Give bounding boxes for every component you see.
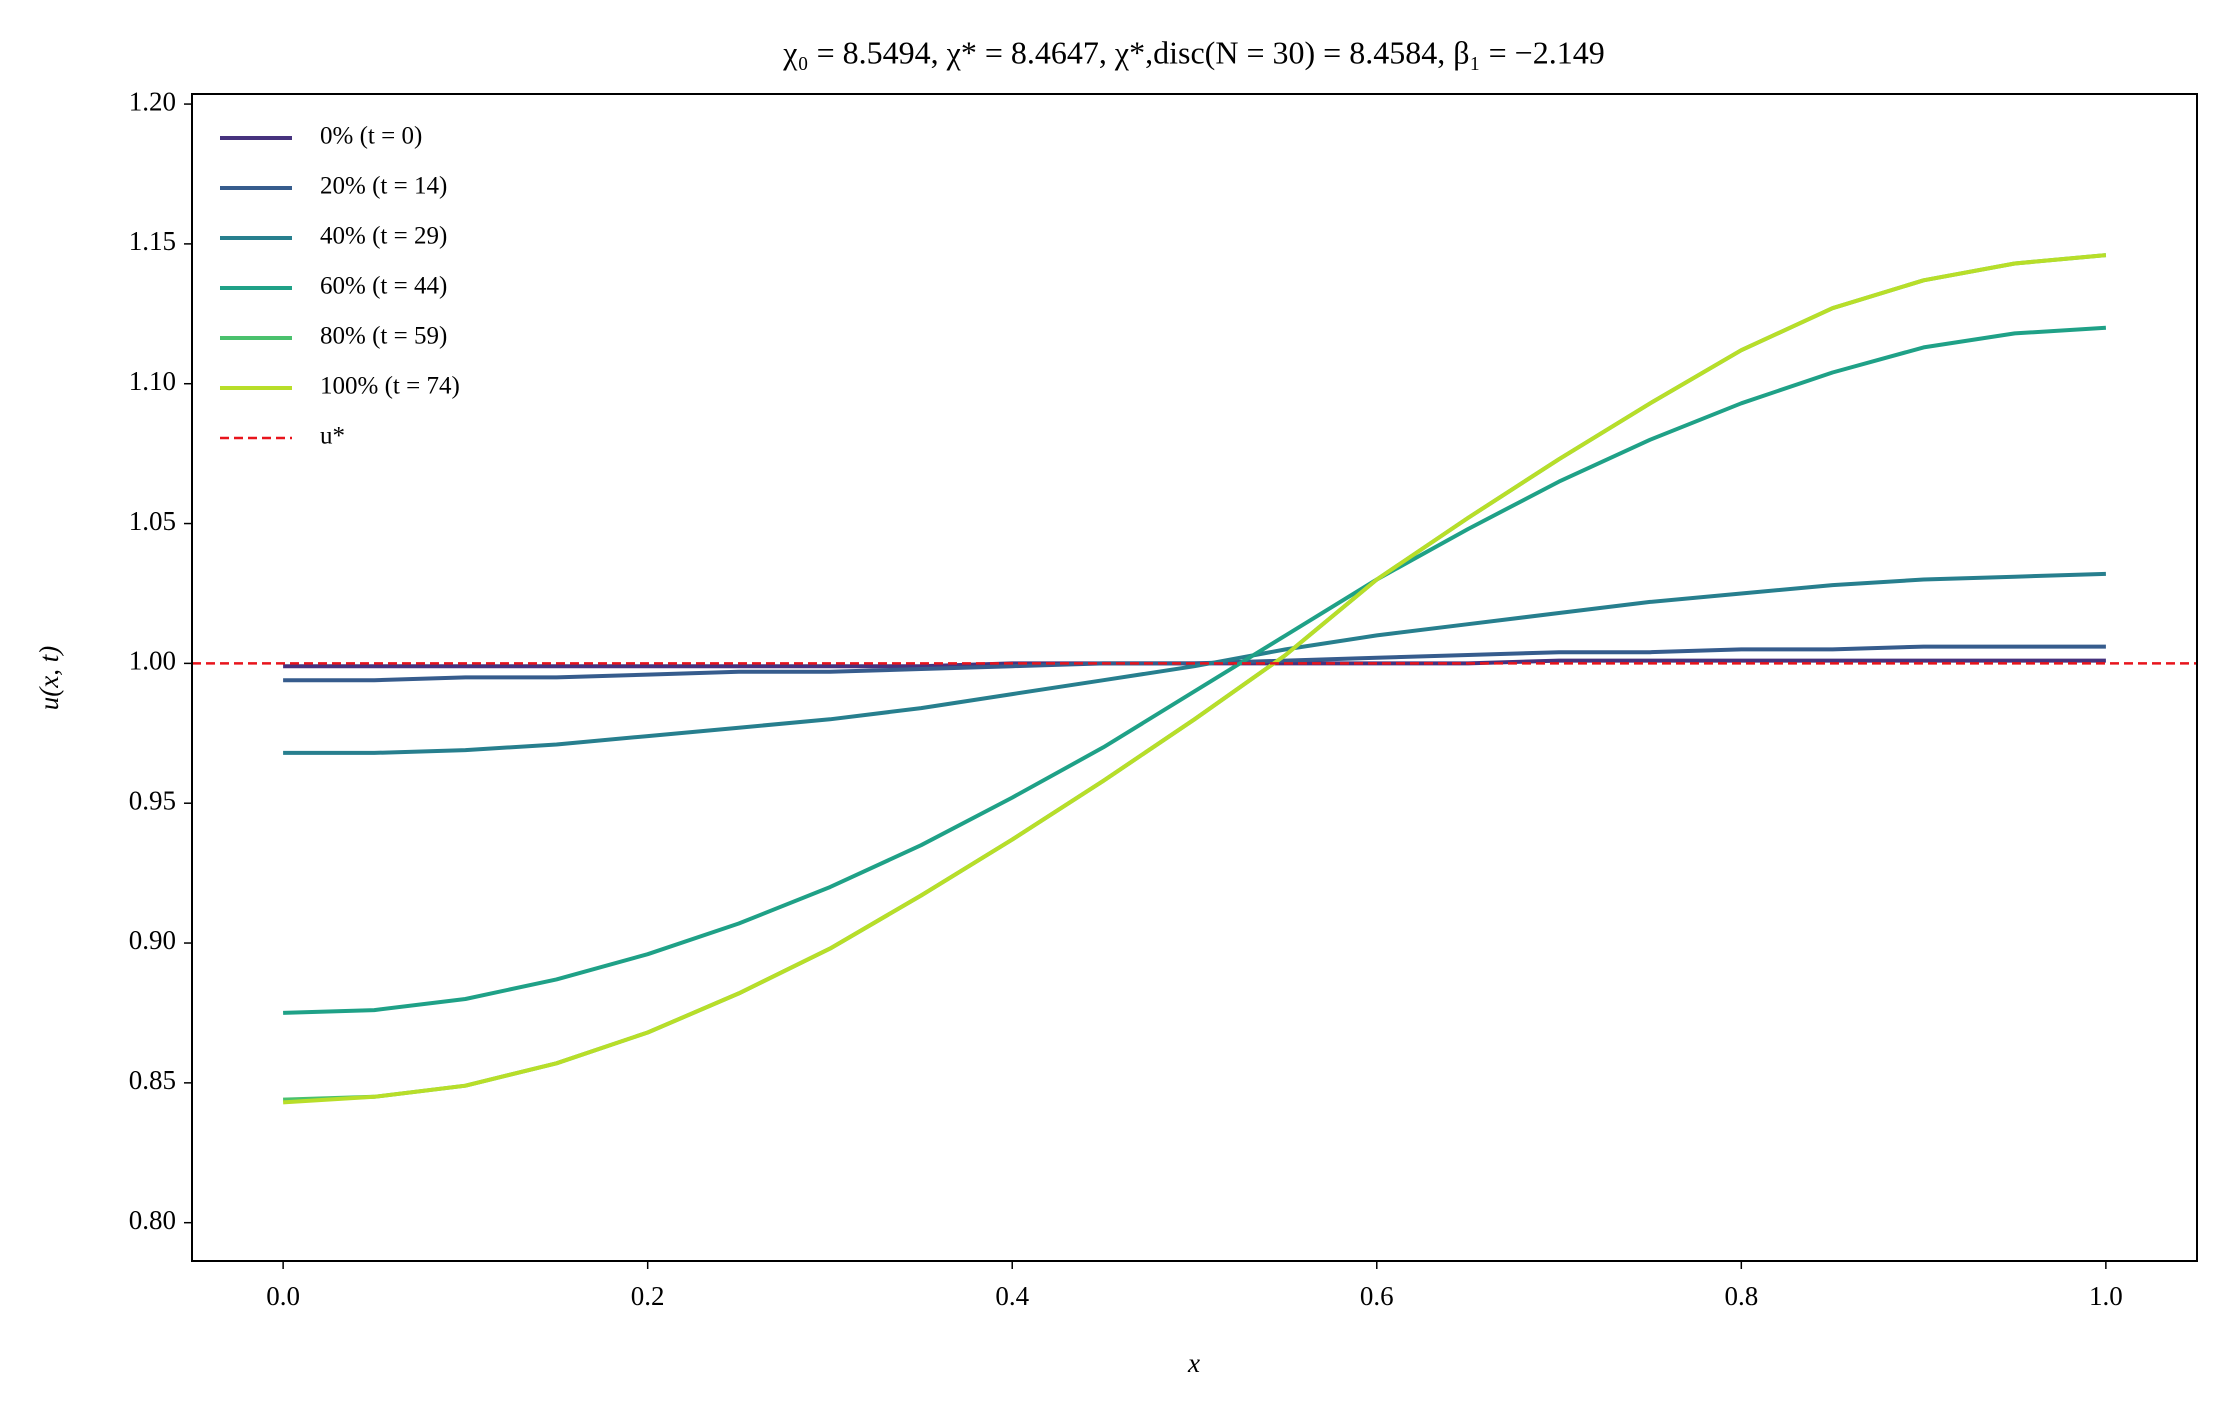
y-tick-label: 1.00 bbox=[129, 646, 176, 676]
data-line bbox=[282, 253, 2107, 1105]
y-tick-label: 1.05 bbox=[129, 506, 176, 536]
legend-label: 100% (t = 74) bbox=[320, 373, 460, 400]
y-tick-label: 0.80 bbox=[129, 1205, 176, 1235]
legend-label: u* bbox=[320, 423, 345, 450]
x-tick-label: 0.6 bbox=[1360, 1281, 1394, 1311]
y-tick-label: 0.90 bbox=[129, 925, 176, 955]
y-tick-label: 1.15 bbox=[129, 226, 176, 256]
legend-label: 20% (t = 14) bbox=[320, 173, 447, 200]
x-tick-label: 0.4 bbox=[995, 1281, 1029, 1311]
plot-frame bbox=[191, 93, 2198, 1262]
x-tick-label: 0.8 bbox=[1724, 1281, 1758, 1311]
legend-label: 60% (t = 44) bbox=[320, 273, 447, 300]
y-tick-label: 0.95 bbox=[129, 785, 176, 815]
chart-title: χ₀ = 8.5494, χ* = 8.4647, χ*,disc(N = 30… bbox=[782, 34, 1604, 70]
x-tick-label: 0.2 bbox=[631, 1281, 665, 1311]
legend-label: 40% (t = 29) bbox=[320, 223, 447, 250]
legend-label: 80% (t = 59) bbox=[320, 323, 447, 350]
y-tick-label: 1.20 bbox=[129, 86, 176, 116]
legend-label: 0% (t = 0) bbox=[320, 123, 422, 150]
y-tick-label: 0.85 bbox=[129, 1065, 176, 1095]
x-tick-label: 1.0 bbox=[2089, 1281, 2123, 1311]
legend: 0% (t = 0) 20% (t = 14) 40% (t = 29) 60% (t… bbox=[220, 123, 460, 450]
x-tick-label: 0.0 bbox=[266, 1281, 300, 1311]
y-tick-label: 1.10 bbox=[129, 366, 176, 396]
x-axis-label: x bbox=[1187, 1348, 1200, 1378]
y-axis-label: u(x, t) bbox=[34, 646, 64, 710]
data-line bbox=[283, 325, 2107, 1015]
data-line bbox=[283, 571, 2106, 755]
